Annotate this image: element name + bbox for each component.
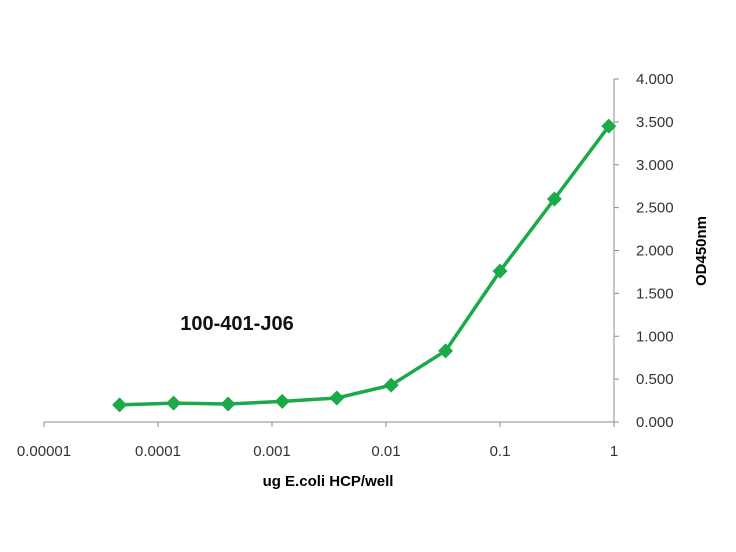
y-tick-label: 2.500 (636, 200, 674, 217)
y-axis-title: OD450nm (693, 216, 710, 286)
data-point-marker (166, 395, 182, 411)
data-point-marker (601, 118, 617, 134)
y-tick-label: 0.000 (636, 414, 674, 431)
data-point-marker (329, 390, 345, 406)
y-tick-label: 1.500 (636, 285, 674, 302)
x-tick-label: 0.1 (490, 443, 511, 460)
x-tick-label: 0.0001 (135, 443, 181, 460)
y-tick-label: 1.000 (636, 328, 674, 345)
y-tick-label: 4.000 (636, 71, 674, 88)
data-point-marker (383, 377, 399, 393)
data-point-marker (220, 396, 236, 412)
data-point-marker (112, 397, 128, 413)
x-tick-group: 0.00001 0.0001 0.001 0.01 0.1 1 (17, 422, 618, 460)
chart-annotation: 100-401-J06 (180, 313, 293, 335)
x-tick-label: 1 (610, 443, 618, 460)
data-point-marker (438, 343, 454, 359)
x-tick-label: 0.00001 (17, 443, 71, 460)
x-tick-label: 0.01 (371, 443, 400, 460)
axes (44, 79, 615, 423)
series-line (119, 125, 611, 407)
y-tick-label: 2.000 (636, 243, 674, 260)
y-tick-label: 3.000 (636, 157, 674, 174)
x-tick-label: 0.001 (253, 443, 291, 460)
x-axis-title: ug E.coli HCP/well (263, 473, 394, 490)
series-layer (112, 118, 617, 413)
data-point-marker (274, 393, 290, 409)
data-point-marker (546, 191, 562, 207)
y-tick-label: 3.500 (636, 114, 674, 131)
y-tick-label: 0.500 (636, 371, 674, 388)
y-tick-group: 0.000 0.500 1.000 1.500 2.000 2.500 3.000 3.500… (614, 71, 674, 431)
data-point-marker (492, 263, 508, 279)
